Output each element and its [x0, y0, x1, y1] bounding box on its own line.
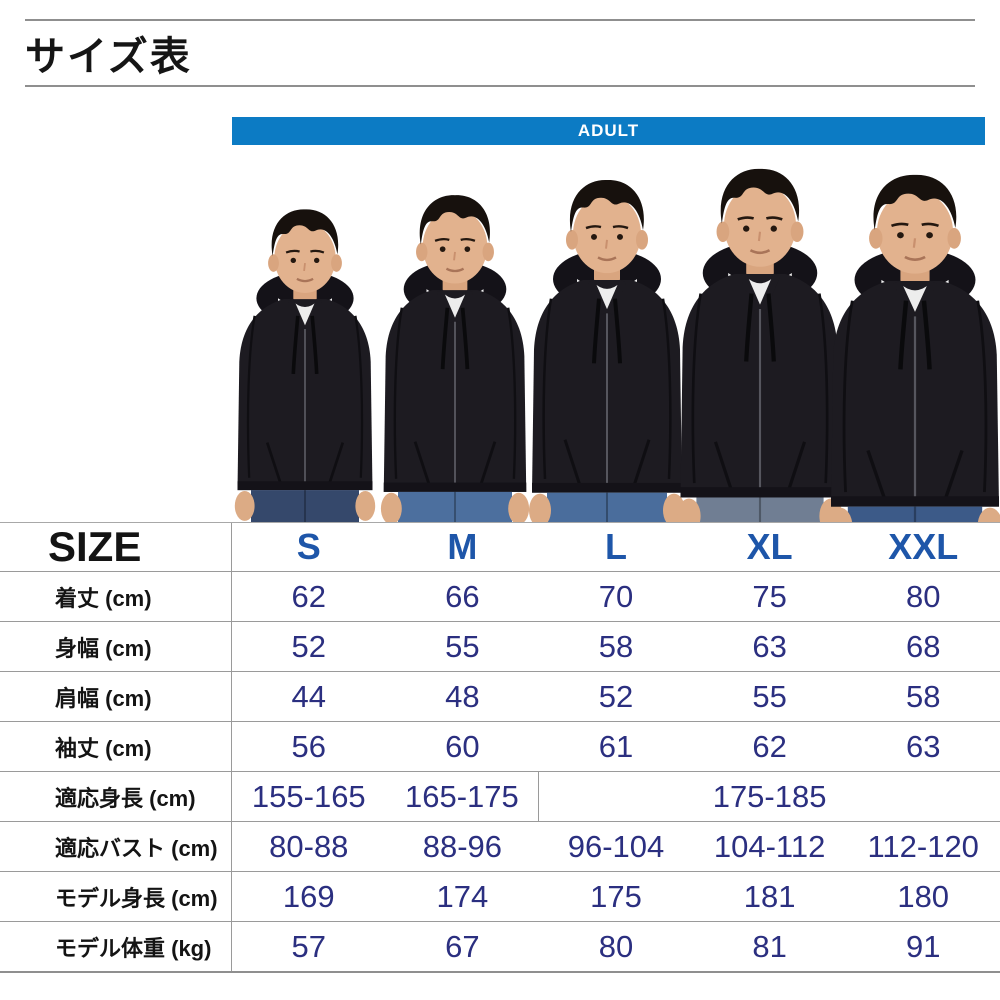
table-row-sleeve-length: 袖丈 (cm) 56 60 61 62 63	[0, 722, 1000, 772]
size-col-l: L	[604, 526, 627, 567]
cell-value: 169	[282, 878, 335, 914]
cell-value: 60	[445, 728, 480, 764]
model-size-s	[235, 209, 375, 522]
cell-value: 112-120	[867, 828, 979, 864]
cell-value-merged-l-xxl: 175-185	[712, 778, 827, 814]
table-row-fit-height: 適応身長 (cm) 155-165 165-175 175-185	[0, 772, 1000, 822]
cell-value: 181	[743, 878, 796, 914]
model-size-l	[529, 180, 685, 522]
row-label: 袖丈 (cm)	[0, 722, 232, 771]
row-label: 着丈 (cm)	[0, 572, 232, 621]
corner-size-label: SIZE	[0, 523, 232, 571]
cell-value: 96-104	[567, 828, 665, 864]
table-row-body-length: 着丈 (cm) 62 66 70 75 80	[0, 572, 1000, 622]
cell-value: 80	[598, 928, 634, 964]
row-label: モデル体重 (kg)	[0, 922, 232, 971]
cell-value: 80	[905, 578, 941, 614]
cell-value: 55	[752, 678, 787, 714]
cell-value: 58	[598, 628, 634, 664]
models-photo	[0, 145, 1000, 522]
row-label: 身幅 (cm)	[0, 622, 232, 671]
cell-value: 80-88	[269, 828, 349, 864]
row-label: 適応バスト (cm)	[0, 822, 232, 871]
cell-value: 63	[752, 628, 787, 664]
row-label: 適応身長 (cm)	[0, 772, 232, 821]
cell-value: 180	[897, 878, 950, 914]
table-header-row: SIZE S M L XL XXL	[0, 522, 1000, 572]
cell-value: 155-165	[251, 778, 366, 814]
cell-value: 75	[752, 578, 787, 614]
cell-value: 175	[590, 878, 642, 914]
size-col-s: S	[296, 526, 321, 567]
model-size-xl	[677, 169, 842, 522]
size-col-xxl: XXL	[888, 526, 959, 567]
top-divider	[25, 19, 975, 21]
row-label: モデル身長 (cm)	[0, 872, 232, 921]
title-divider	[25, 85, 975, 87]
table-row-fit-bust: 適応バスト (cm) 80-88 88-96 96-104 104-112 11…	[0, 822, 1000, 872]
cell-value: 61	[598, 728, 634, 764]
size-col-xl: XL	[746, 526, 793, 567]
cell-value: 66	[445, 578, 480, 614]
cell-value: 44	[291, 678, 327, 714]
cell-value: 55	[445, 628, 480, 664]
cell-value: 52	[291, 628, 327, 664]
adult-banner: ADULT	[232, 117, 985, 145]
cell-value: 52	[598, 678, 634, 714]
cell-value: 104-112	[713, 828, 826, 864]
cell-value: 58	[905, 678, 941, 714]
cell-value: 88-96	[422, 828, 503, 864]
row-label: 肩幅 (cm)	[0, 672, 232, 721]
cell-value: 91	[905, 928, 941, 964]
cell-value: 174	[436, 878, 489, 914]
cell-value: 56	[291, 728, 327, 764]
table-row-shoulder-width: 肩幅 (cm) 44 48 52 55 58	[0, 672, 1000, 722]
size-table: SIZE S M L XL XXL 着丈 (cm) 62 66 70 75 80…	[0, 522, 1000, 973]
table-row-model-weight: モデル体重 (kg) 57 67 80 81 91	[0, 922, 1000, 973]
adult-banner-label: ADULT	[577, 121, 640, 140]
cell-value: 57	[291, 928, 327, 964]
models-illustration	[0, 145, 1000, 522]
model-size-xxl	[828, 175, 1000, 522]
cell-value: 165-175	[386, 772, 540, 821]
cell-value: 63	[905, 728, 941, 764]
size-col-m: M	[447, 526, 478, 567]
table-row-body-width: 身幅 (cm) 52 55 58 63 68	[0, 622, 1000, 672]
cell-value: 68	[905, 628, 941, 664]
cell-value: 67	[445, 928, 480, 964]
model-size-m	[381, 195, 529, 522]
cell-value: 62	[752, 728, 787, 764]
cell-value: 62	[291, 578, 327, 614]
table-row-model-height: モデル身長 (cm) 169 174 175 181 180	[0, 872, 1000, 922]
page-title: サイズ表	[25, 35, 192, 79]
cell-value: 81	[752, 928, 787, 964]
cell-value: 48	[445, 678, 480, 714]
cell-value: 70	[598, 578, 634, 614]
